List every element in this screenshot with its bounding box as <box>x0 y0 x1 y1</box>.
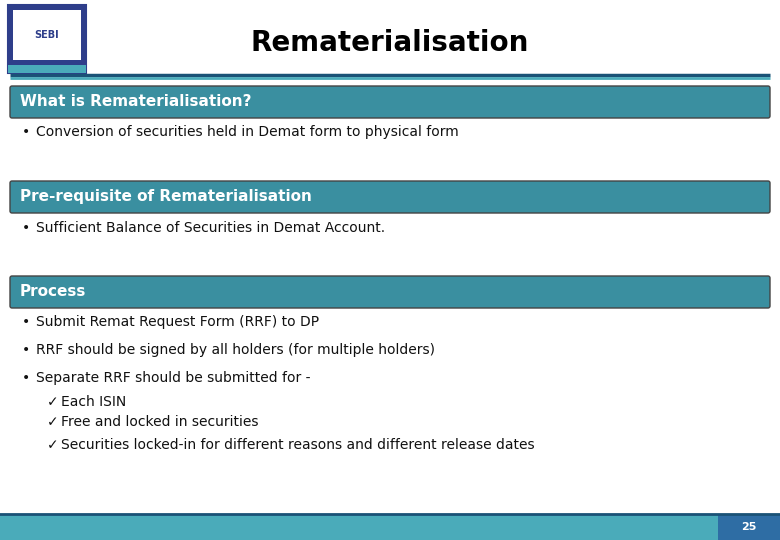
Text: Separate RRF should be submitted for -: Separate RRF should be submitted for - <box>36 371 310 385</box>
Text: Sufficient Balance of Securities in Demat Account.: Sufficient Balance of Securities in Dema… <box>36 221 385 235</box>
Text: •: • <box>22 315 30 329</box>
Bar <box>718 515 780 540</box>
Text: •: • <box>22 221 30 235</box>
Text: RRF should be signed by all holders (for multiple holders): RRF should be signed by all holders (for… <box>36 343 435 357</box>
FancyBboxPatch shape <box>10 276 770 308</box>
Text: Each ISIN: Each ISIN <box>61 395 126 409</box>
Text: ✓: ✓ <box>47 415 58 429</box>
FancyBboxPatch shape <box>10 86 770 118</box>
Text: Pre-requisite of Rematerialisation: Pre-requisite of Rematerialisation <box>20 190 312 205</box>
Text: •: • <box>22 125 30 139</box>
Text: Submit Remat Request Form (RRF) to DP: Submit Remat Request Form (RRF) to DP <box>36 315 319 329</box>
Text: 25: 25 <box>741 522 757 532</box>
Text: Conversion of securities held in Demat form to physical form: Conversion of securities held in Demat f… <box>36 125 459 139</box>
Text: SEBI: SEBI <box>34 30 59 40</box>
FancyBboxPatch shape <box>13 10 81 60</box>
Text: ✓: ✓ <box>47 395 58 409</box>
Text: •: • <box>22 371 30 385</box>
FancyBboxPatch shape <box>8 5 86 73</box>
Text: Process: Process <box>20 285 87 300</box>
Text: Free and locked in securities: Free and locked in securities <box>61 415 258 429</box>
FancyBboxPatch shape <box>8 65 86 73</box>
FancyBboxPatch shape <box>10 181 770 213</box>
Text: What is Rematerialisation?: What is Rematerialisation? <box>20 94 251 110</box>
Text: Securities locked-in for different reasons and different release dates: Securities locked-in for different reaso… <box>61 438 534 452</box>
Bar <box>0 515 718 540</box>
Text: Rematerialisation: Rematerialisation <box>251 29 529 57</box>
Text: ✓: ✓ <box>47 438 58 452</box>
Text: •: • <box>22 343 30 357</box>
